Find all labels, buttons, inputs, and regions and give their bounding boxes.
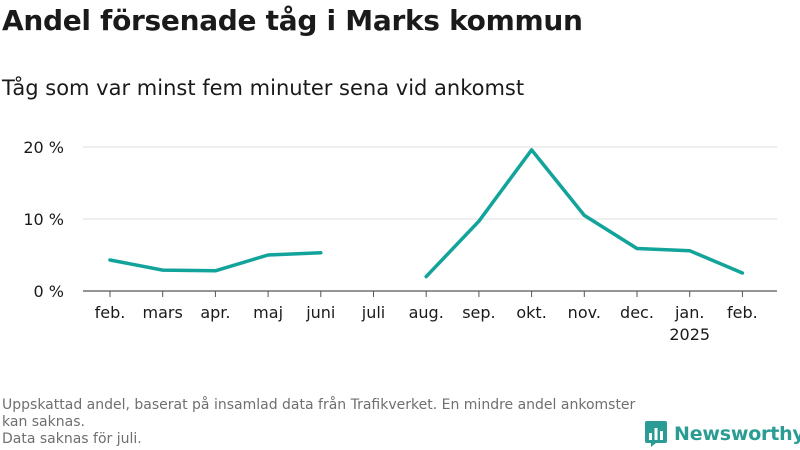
- y-axis: 0 % 10 % 20 %: [23, 138, 64, 301]
- x-tick-label: okt.: [516, 303, 546, 322]
- x-tick-label: maj: [253, 303, 283, 322]
- x-tick-label: feb.: [727, 303, 758, 322]
- series-line-segment: [424, 148, 745, 279]
- chart-subtitle: Tåg som var minst fem minuter sena vid a…: [2, 76, 525, 100]
- series-line-segment: [108, 251, 323, 273]
- chart-title: Andel försenade tåg i Marks kommun: [2, 4, 583, 37]
- footnote: Uppskattad andel, baserat på insamlad da…: [2, 397, 642, 448]
- x-tick-label: feb.: [95, 303, 126, 322]
- x-tick-label: aug.: [409, 303, 444, 322]
- chart-series: [108, 148, 745, 279]
- y-tick-label: 0 %: [34, 282, 64, 301]
- brand-logo: Newsworthy: [644, 420, 800, 448]
- x-tick-label: dec.: [620, 303, 654, 322]
- y-tick-label: 10 %: [23, 210, 64, 229]
- bar-chart-logo-icon: [645, 421, 667, 447]
- chart-grid: [83, 146, 777, 220]
- x-tick-sublabel: 2025: [669, 325, 710, 344]
- x-tick-label: sep.: [462, 303, 495, 322]
- x-tick-label: apr.: [200, 303, 230, 322]
- x-tick-label: nov.: [568, 303, 601, 322]
- footnote-source: Uppskattad andel, baserat på insamlad da…: [2, 397, 636, 430]
- x-axis: feb. mars apr. maj juni juli aug. sep. okt. nov. d…: [83, 290, 777, 344]
- x-tick-label: juli: [361, 303, 385, 322]
- x-tick-label: jan.: [674, 303, 704, 322]
- y-tick-label: 20 %: [23, 138, 64, 157]
- line-chart: 0 % 10 % 20 % feb. mars apr. maj juni juli aug. s…: [23, 138, 777, 344]
- footnote-missing-data: Data saknas för juli.: [2, 431, 142, 447]
- x-tick-label: mars: [143, 303, 183, 322]
- brand-name: Newsworthy: [674, 423, 800, 445]
- x-tick-label: juni: [305, 303, 335, 322]
